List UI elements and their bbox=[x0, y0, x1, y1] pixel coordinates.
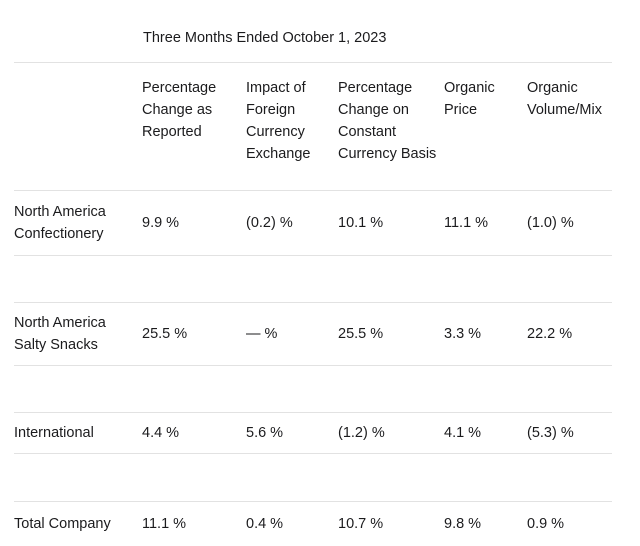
row-label: North America Salty Snacks bbox=[14, 302, 142, 366]
header-empty-cell bbox=[14, 62, 142, 191]
cell-pct-change-reported: 25.5 % bbox=[142, 302, 246, 366]
col-header-impact-of-foreign-currency-exchange: Impact of Foreign Currency Exchange bbox=[246, 62, 338, 191]
cell-pct-change-reported: 9.9 % bbox=[142, 190, 246, 256]
row-label: Total Company bbox=[14, 515, 111, 532]
cell-pct-change-reported: 11.1 % bbox=[142, 515, 187, 532]
spacer-cell bbox=[14, 365, 613, 413]
row-north-america-salty-snacks: North America Salty Snacks 25.5 % — % 25… bbox=[14, 302, 613, 366]
row-label: North America Confectionery bbox=[14, 190, 142, 256]
header-row: Percentage Change as Reported Impact of … bbox=[14, 62, 613, 191]
cell-fx-impact: 5.6 % bbox=[246, 412, 338, 454]
cell-organic-price: 11.1 % bbox=[444, 190, 527, 256]
table-title: Three Months Ended October 1, 2023 bbox=[142, 0, 613, 63]
spacer-cell bbox=[14, 255, 613, 303]
title-row-empty-cell bbox=[14, 0, 142, 63]
cell-organic-volume-mix: 0.9 % bbox=[527, 515, 565, 532]
cell-fx-impact: 0.4 % bbox=[246, 515, 284, 532]
cell-constant-currency-change: 10.1 % bbox=[338, 190, 444, 256]
cell-pct-change-reported: 4.4 % bbox=[142, 412, 246, 454]
spacer-row bbox=[14, 453, 613, 502]
cell-organic-volume-mix: (1.0) % bbox=[527, 190, 613, 256]
cell-organic-price: 9.8 % bbox=[444, 515, 482, 532]
col-header-percentage-change-constant-currency-basis: Percentage Change on Constant Currency B… bbox=[338, 62, 444, 191]
spacer-row bbox=[14, 365, 613, 413]
spacer-row bbox=[14, 255, 613, 303]
row-north-america-confectionery: North America Confectionery 9.9 % (0.2) … bbox=[14, 190, 613, 256]
col-header-percentage-change-as-reported: Percentage Change as Reported bbox=[142, 62, 246, 191]
cell-fx-impact: — % bbox=[246, 302, 338, 366]
col-header-organic-price: Organic Price bbox=[444, 62, 527, 191]
row-label: International bbox=[14, 412, 142, 454]
row-international: International 4.4 % 5.6 % (1.2) % 4.1 % … bbox=[14, 412, 613, 454]
segment-net-sales-change-table: Three Months Ended October 1, 2023 Perce… bbox=[14, 0, 613, 546]
cell-constant-currency-change: (1.2) % bbox=[338, 412, 444, 454]
cell-organic-price: 4.1 % bbox=[444, 412, 527, 454]
row-total-company: Total Company 11.1 % 0.4 % 10.7 % 9.8 % … bbox=[14, 501, 612, 546]
col-header-organic-volume-mix: Organic Volume/Mix bbox=[527, 62, 613, 191]
cell-organic-volume-mix: 22.2 % bbox=[527, 302, 613, 366]
cell-organic-volume-mix: (5.3) % bbox=[527, 412, 613, 454]
spacer-cell bbox=[14, 453, 613, 502]
cell-organic-price: 3.3 % bbox=[444, 302, 527, 366]
cell-fx-impact: (0.2) % bbox=[246, 190, 338, 256]
cell-constant-currency-change: 10.7 % bbox=[338, 515, 384, 532]
title-row: Three Months Ended October 1, 2023 bbox=[14, 0, 613, 63]
cell-constant-currency-change: 25.5 % bbox=[338, 302, 444, 366]
